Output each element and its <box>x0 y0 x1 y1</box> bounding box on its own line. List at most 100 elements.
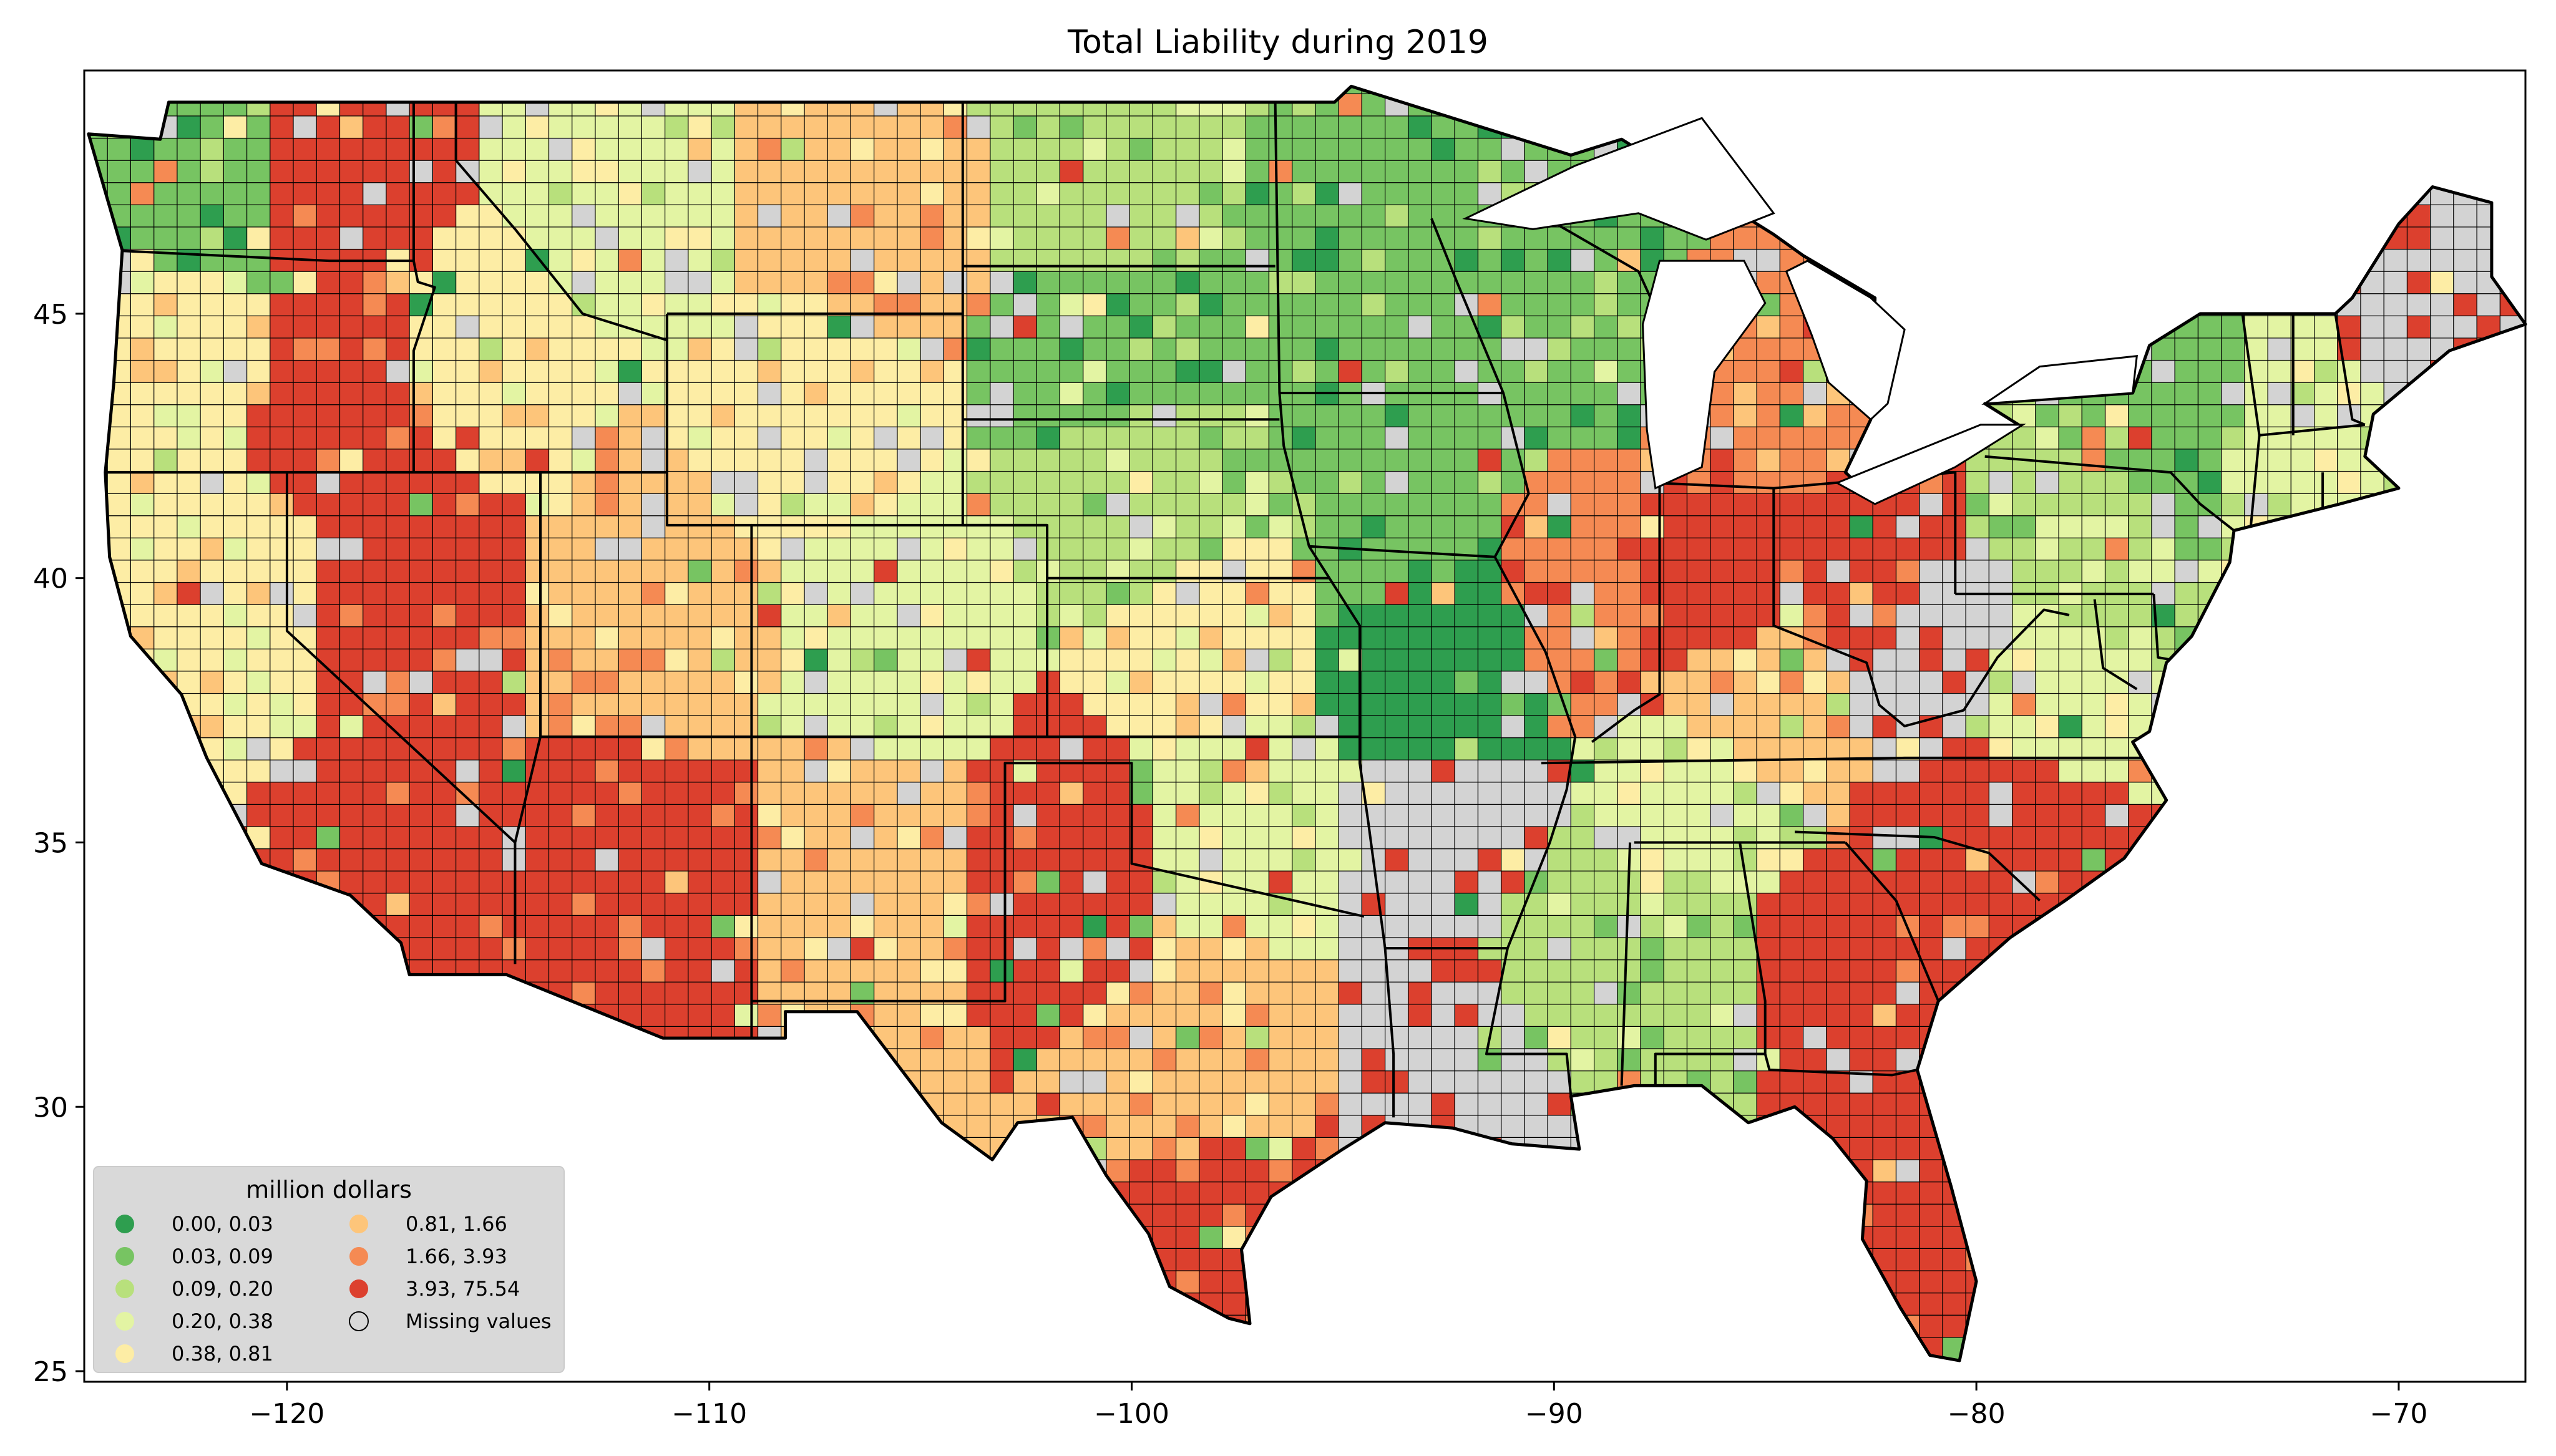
county-cell <box>2081 671 2106 694</box>
county-cell <box>827 692 851 716</box>
county-cell <box>1059 359 1084 383</box>
county-cell <box>2151 426 2175 450</box>
county-cell <box>386 604 410 628</box>
county-cell <box>1083 382 1107 405</box>
county-cell <box>1710 671 1734 694</box>
county-cell <box>595 493 619 517</box>
county-cell <box>1106 537 1130 561</box>
county-cell <box>386 560 410 583</box>
county-cell <box>1547 382 1571 405</box>
county-cell <box>711 493 735 517</box>
county-cell <box>455 671 480 694</box>
county-cell <box>850 803 875 827</box>
county-cell <box>363 782 387 805</box>
county-cell <box>270 315 294 339</box>
county-cell <box>1803 560 1827 583</box>
county-cell <box>409 937 433 961</box>
county-cell <box>688 560 712 583</box>
county-cell <box>1292 626 1316 649</box>
county-cell <box>1779 648 1804 672</box>
county-cell <box>270 581 294 605</box>
county-cell <box>1152 715 1177 739</box>
county-cell <box>1175 1203 1200 1227</box>
county-cell <box>1895 1137 1920 1160</box>
county-cell <box>618 337 643 361</box>
county-cell <box>1175 1070 1200 1094</box>
county-cell <box>1570 537 1595 561</box>
county-cell <box>154 537 178 561</box>
county-cell <box>1895 981 1920 1005</box>
county-cell <box>1408 981 1432 1005</box>
county-cell <box>1826 782 1850 805</box>
county-cell <box>1663 1048 1688 1072</box>
county-cell <box>1849 1026 1873 1049</box>
county-cell <box>339 648 364 672</box>
county-cell <box>1431 915 1455 938</box>
county-cell <box>1361 626 1386 649</box>
county-cell <box>386 626 410 649</box>
county-cell <box>1408 1004 1432 1027</box>
county-cell <box>1083 803 1107 827</box>
county-cell <box>897 626 921 649</box>
county-cell <box>1454 692 1479 716</box>
county-cell <box>664 537 689 561</box>
county-cell <box>432 782 457 805</box>
county-cell <box>804 715 828 739</box>
county-cell <box>595 515 619 538</box>
county-cell <box>1594 1004 1618 1027</box>
county-cell <box>850 537 875 561</box>
county-cell <box>1895 959 1920 983</box>
county-cell <box>432 648 457 672</box>
county-cell <box>1756 759 1780 783</box>
county-cell <box>897 426 921 450</box>
county-cell <box>1570 382 1595 405</box>
county-cell <box>664 803 689 827</box>
county-cell <box>386 782 410 805</box>
county-cell <box>1779 1048 1804 1072</box>
county-cell <box>943 937 968 961</box>
county-cell <box>1524 449 1548 472</box>
county-cell <box>1733 803 1757 827</box>
county-cell <box>920 515 944 538</box>
county-cell <box>1826 803 1850 827</box>
county-cell <box>2523 1226 2525 1250</box>
county-cell <box>1059 737 1084 760</box>
county-cell <box>1849 1115 1873 1138</box>
county-cell <box>1640 848 1664 871</box>
county-cell <box>1385 715 1409 739</box>
county-cell <box>757 893 782 916</box>
county-cell <box>1292 359 1316 383</box>
county-cell <box>548 626 573 649</box>
county-cell <box>595 915 619 938</box>
county-cell <box>525 537 550 561</box>
county-cell <box>1617 449 1641 472</box>
county-cell <box>1872 1092 1897 1116</box>
county-cell <box>363 759 387 783</box>
county-cell <box>1222 737 1246 760</box>
county-cell <box>1431 648 1455 672</box>
county-cell <box>897 893 921 916</box>
county-cell <box>1175 1137 1200 1160</box>
county-cell <box>1036 1092 1060 1116</box>
county-cell <box>757 692 782 716</box>
county-cell <box>2337 404 2361 427</box>
county-cell <box>1408 604 1432 628</box>
county-cell <box>1547 449 1571 472</box>
county-cell <box>1617 604 1641 628</box>
county-cell <box>943 803 968 827</box>
county-cell <box>2290 359 2315 383</box>
county-cell <box>548 359 573 383</box>
county-cell <box>1385 848 1409 871</box>
county-cell <box>1617 426 1641 450</box>
county-cell <box>2221 426 2245 450</box>
county-cell <box>1268 1026 1293 1049</box>
county-cell <box>316 715 341 739</box>
county-cell <box>270 382 294 405</box>
county-cell <box>711 981 735 1005</box>
county-cell <box>1477 604 1502 628</box>
county-cell <box>873 515 898 538</box>
county-cell <box>1547 626 1571 649</box>
county-cell <box>1083 648 1107 672</box>
county-cell <box>1686 893 1711 916</box>
county-cell <box>1245 470 1269 494</box>
